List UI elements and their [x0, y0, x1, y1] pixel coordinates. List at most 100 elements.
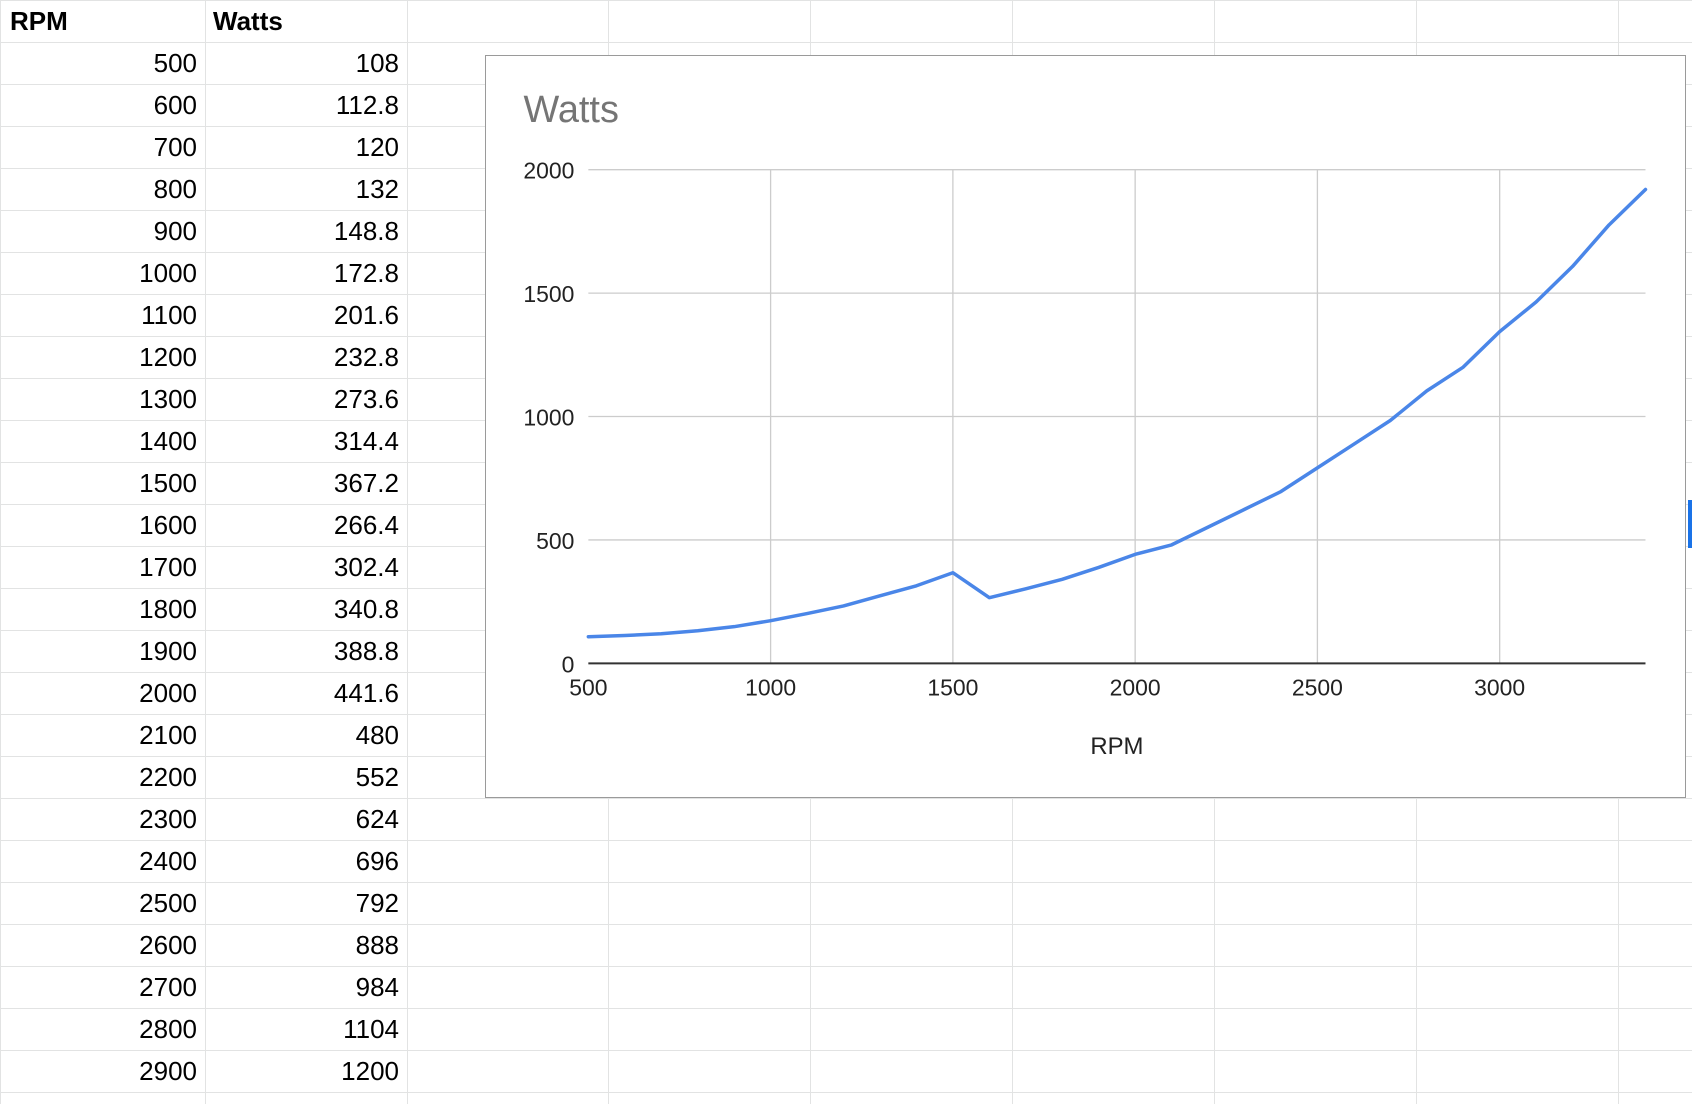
- data-point: [660, 632, 663, 635]
- row-gridline: [0, 966, 1692, 967]
- data-point: [1316, 466, 1319, 469]
- data-point: [1061, 578, 1064, 581]
- y-tick-label: 500: [536, 528, 574, 554]
- y-tick-label: 0: [562, 651, 575, 677]
- data-point: [1425, 389, 1428, 392]
- cell-rpm[interactable]: 1700: [139, 552, 197, 582]
- cell-rpm[interactable]: 1100: [141, 300, 197, 330]
- cell-watts[interactable]: 696: [355, 846, 399, 876]
- data-point: [1024, 587, 1027, 590]
- cell-watts[interactable]: 1200: [341, 1056, 399, 1086]
- data-point: [1279, 490, 1282, 493]
- cell-rpm[interactable]: 1800: [139, 594, 197, 624]
- data-point: [1352, 443, 1355, 446]
- data-point: [1134, 553, 1137, 556]
- column-gridline: [205, 0, 206, 1104]
- cell-watts[interactable]: 624: [355, 804, 399, 834]
- data-point: [1207, 526, 1210, 529]
- x-tick-label: 1000: [745, 674, 796, 700]
- x-tick-label: 2000: [1110, 674, 1161, 700]
- data-point: [1498, 330, 1501, 333]
- cell-watts[interactable]: 984: [355, 972, 399, 1002]
- cell-rpm[interactable]: 2700: [139, 972, 197, 1002]
- cell-watts[interactable]: 232.8: [333, 342, 399, 372]
- cell-rpm[interactable]: 1900: [139, 636, 197, 666]
- cell-rpm[interactable]: 2400: [139, 846, 197, 876]
- cell-watts[interactable]: 314.4: [333, 426, 399, 456]
- x-axis-label: RPM: [1090, 733, 1143, 760]
- data-point: [733, 625, 736, 628]
- cell-watts[interactable]: 132: [355, 174, 399, 204]
- selection-handle[interactable]: [1688, 500, 1692, 548]
- row-gridline: [0, 1008, 1692, 1009]
- cell-watts[interactable]: 108: [355, 48, 399, 78]
- cell-watts[interactable]: 273.6: [333, 384, 399, 414]
- cell-watts[interactable]: 480: [355, 720, 399, 750]
- cell-rpm[interactable]: 2800: [139, 1014, 197, 1044]
- cell-watts[interactable]: 1104: [343, 1014, 399, 1044]
- cell-watts[interactable]: 172.8: [333, 258, 399, 288]
- data-point: [623, 634, 626, 637]
- cell-rpm[interactable]: 2300: [139, 804, 197, 834]
- cell-rpm[interactable]: 1600: [139, 510, 197, 540]
- cell-watts[interactable]: 201.6: [333, 300, 399, 330]
- cell-rpm[interactable]: 2200: [139, 762, 197, 792]
- cell-rpm[interactable]: 1300: [139, 384, 197, 414]
- cell-watts[interactable]: 266.4: [333, 510, 399, 540]
- cell-watts[interactable]: 340.8: [333, 594, 399, 624]
- cell-watts[interactable]: 388.8: [333, 636, 399, 666]
- data-point: [1170, 543, 1173, 546]
- row-gridline: [0, 882, 1692, 883]
- data-point: [878, 594, 881, 597]
- cell-watts[interactable]: 148.8: [333, 216, 399, 246]
- data-point: [587, 635, 590, 638]
- cell-watts[interactable]: 792: [355, 888, 399, 918]
- header-cell-watts[interactable]: Watts: [213, 6, 283, 36]
- data-point: [1462, 366, 1465, 369]
- cell-rpm[interactable]: 2600: [139, 930, 197, 960]
- cell-watts[interactable]: 552: [355, 762, 399, 792]
- x-tick-label: 3000: [1474, 674, 1525, 700]
- row-gridline: [0, 0, 1692, 1]
- cell-rpm[interactable]: 600: [153, 90, 197, 120]
- row-gridline: [0, 798, 1692, 799]
- header-cell-rpm[interactable]: RPM: [10, 6, 68, 36]
- data-point: [1243, 508, 1246, 511]
- cell-rpm[interactable]: 800: [153, 174, 197, 204]
- y-tick-label: 1000: [523, 405, 574, 431]
- cell-rpm[interactable]: 2900: [139, 1056, 197, 1086]
- data-point: [1608, 223, 1611, 226]
- cell-rpm[interactable]: 1200: [139, 342, 197, 372]
- row-gridline: [0, 924, 1692, 925]
- cell-rpm[interactable]: 2100: [139, 720, 197, 750]
- cell-rpm[interactable]: 2000: [139, 678, 197, 708]
- cell-watts[interactable]: 367.2: [333, 468, 399, 498]
- cell-rpm[interactable]: 1500: [139, 468, 197, 498]
- line-chart[interactable]: Watts 0 500 1000 1500 2000 500 1000 1500 2000 2500…: [485, 55, 1686, 798]
- cell-watts[interactable]: 888: [355, 930, 399, 960]
- row-gridline: [0, 1050, 1692, 1051]
- x-tick-label: 1500: [927, 674, 978, 700]
- cell-watts[interactable]: 120: [355, 132, 399, 162]
- cell-rpm[interactable]: 700: [153, 132, 197, 162]
- data-point: [696, 629, 699, 632]
- data-point: [1389, 419, 1392, 422]
- y-tick-label: 2000: [523, 158, 574, 184]
- cell-watts[interactable]: 441.6: [333, 678, 399, 708]
- cell-watts[interactable]: 302.4: [333, 552, 399, 582]
- cell-watts[interactable]: 112.8: [335, 90, 399, 120]
- series-line: [586, 187, 1648, 639]
- cell-rpm[interactable]: 1400: [139, 426, 197, 456]
- cell-rpm[interactable]: 500: [153, 48, 197, 78]
- row-gridline: [0, 42, 1692, 43]
- data-point: [842, 604, 845, 607]
- x-tick-label: 2500: [1292, 674, 1343, 700]
- data-point: [1535, 301, 1538, 304]
- cell-rpm[interactable]: 900: [153, 216, 197, 246]
- row-gridline: [0, 1092, 1692, 1093]
- data-point: [915, 584, 918, 587]
- data-point: [1571, 265, 1574, 268]
- cell-rpm[interactable]: 1000: [139, 258, 197, 288]
- cell-rpm[interactable]: 2500: [139, 888, 197, 918]
- column-gridline: [407, 0, 408, 1104]
